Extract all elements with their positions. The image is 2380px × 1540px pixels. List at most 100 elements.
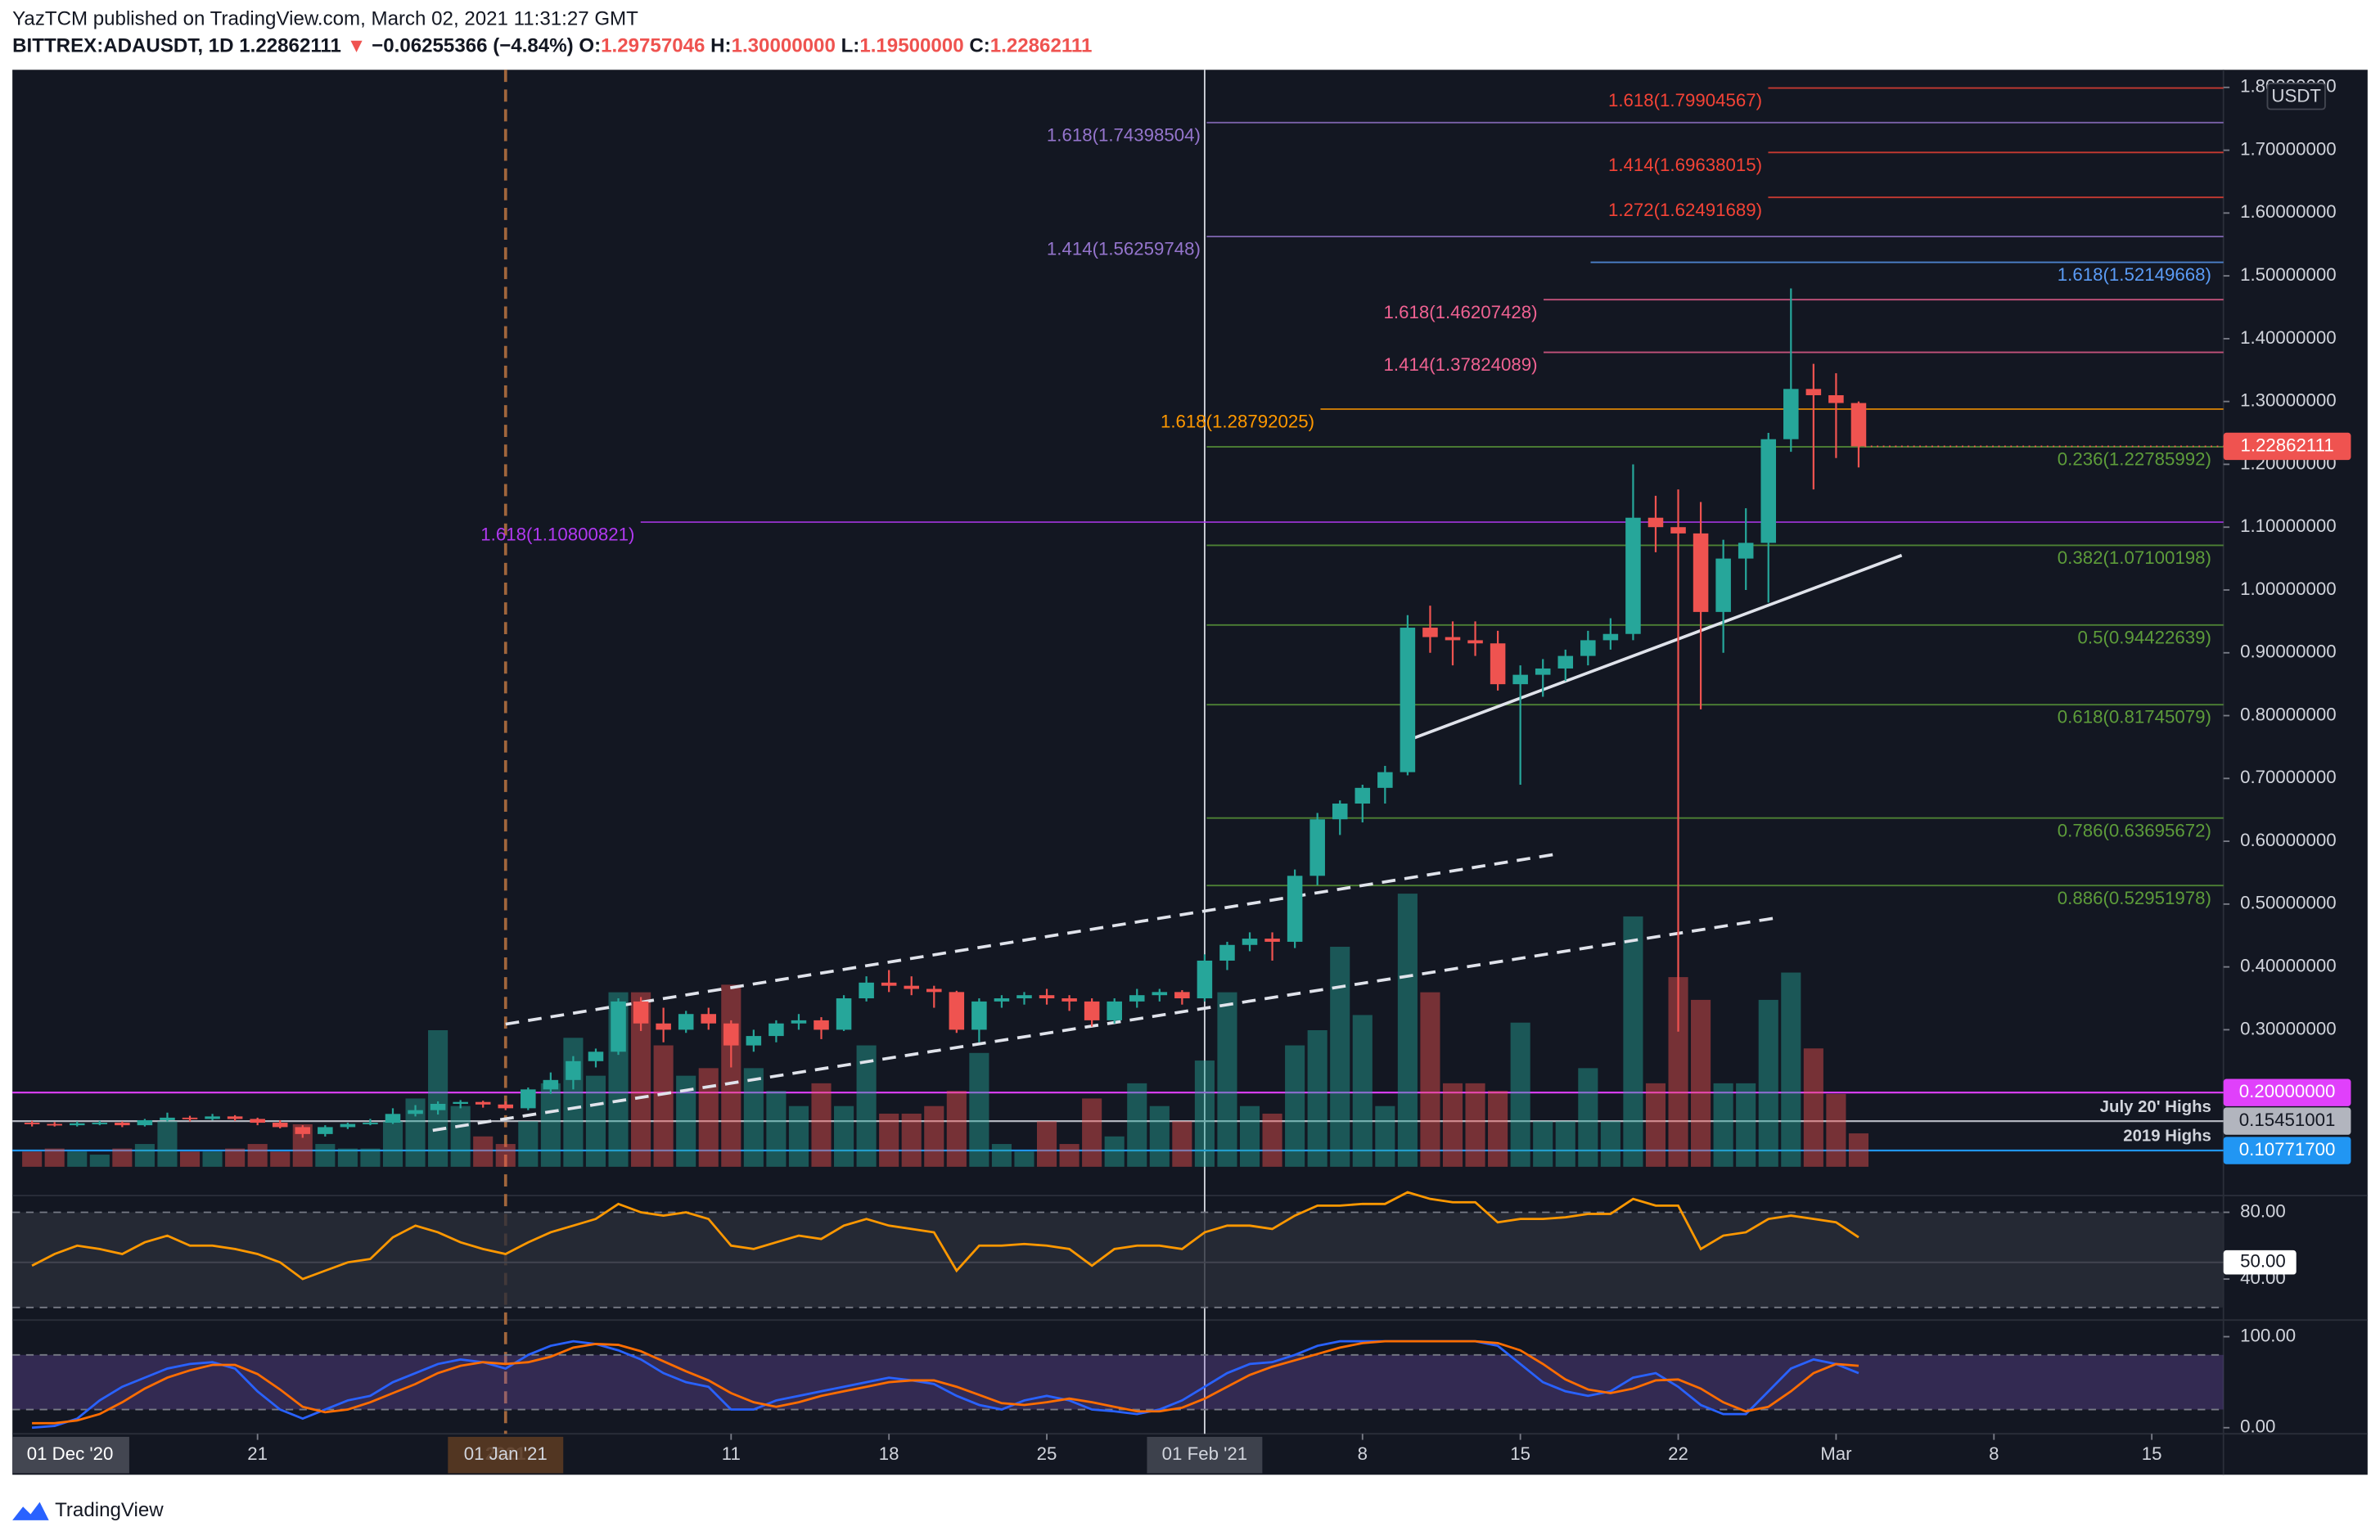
candle-body xyxy=(1738,543,1754,559)
x-tick-label: 25 xyxy=(1037,1443,1057,1464)
volume-bar xyxy=(382,1121,403,1167)
volume-bar xyxy=(1803,1048,1823,1167)
fib-label: 1.618(1.74398504) xyxy=(1047,124,1201,145)
candle-body xyxy=(182,1117,198,1119)
fib-label: 0.786(0.63695672) xyxy=(2058,820,2211,840)
volume-bar xyxy=(270,1151,291,1167)
volume-bar xyxy=(1488,1091,1508,1167)
rsi-highlight-box xyxy=(2223,1250,2297,1275)
candle-body xyxy=(385,1114,401,1123)
candle-body xyxy=(1084,1001,1100,1020)
fib-label: 0.886(0.52951978) xyxy=(2058,888,2211,908)
candle-body xyxy=(1783,389,1799,439)
volume-bar xyxy=(1758,999,1778,1167)
candle-body xyxy=(475,1101,491,1105)
volume-bar xyxy=(495,1144,516,1167)
trendline xyxy=(1411,553,1903,741)
y-tick-label: 1.50000000 xyxy=(2240,264,2337,285)
fib-label: 0.236(1.22785992) xyxy=(2058,449,2211,470)
logo-icon xyxy=(12,1502,49,1520)
volume-bar xyxy=(1600,1121,1620,1167)
h-value: 1.30000000 xyxy=(732,35,836,57)
y-tick-label: 1.70000000 xyxy=(2240,138,2337,159)
volume-bar xyxy=(698,1068,719,1167)
candle-body xyxy=(1535,668,1551,675)
volume-bar xyxy=(653,1045,674,1167)
candle-body xyxy=(1648,517,1664,528)
volume-bar xyxy=(473,1136,494,1167)
channel-line xyxy=(505,853,1557,1026)
y-tick-label: 0.90000000 xyxy=(2240,642,2337,662)
candle-body xyxy=(836,998,852,1030)
marker-box xyxy=(1147,1436,1263,1474)
volume-bar xyxy=(360,1148,381,1167)
y-tick-label: 1.40000000 xyxy=(2240,327,2337,348)
candle-body xyxy=(115,1123,130,1126)
volume-bar xyxy=(44,1148,65,1167)
price-box-label: 0.10771700 xyxy=(2239,1139,2336,1160)
candle-body xyxy=(1264,939,1280,942)
price-box-label: 0.15451001 xyxy=(2239,1110,2336,1130)
candle-body xyxy=(137,1119,153,1126)
volume-bar xyxy=(946,1091,967,1167)
change: −0.06255366 (−4.84%) xyxy=(372,35,574,57)
candle-body xyxy=(205,1116,220,1119)
published-line: YazTCM published on TradingView.com, Mar… xyxy=(12,7,638,29)
volume-bar xyxy=(1420,992,1440,1167)
price-caption: 2019 Highs xyxy=(2123,1128,2211,1146)
candle-body xyxy=(430,1104,446,1110)
y-tick-label: 1.30000000 xyxy=(2240,390,2337,411)
o-value: 1.29757046 xyxy=(601,35,705,57)
volume-bar xyxy=(518,1121,539,1167)
symbol: BITTREX:ADAUSDT, 1D xyxy=(12,35,233,57)
x-tick-label: 8 xyxy=(1358,1443,1368,1464)
candle-body xyxy=(1850,403,1867,447)
candle-body xyxy=(1805,389,1822,395)
brand: TradingView xyxy=(55,1499,164,1521)
stoch-tick-label: 0.00 xyxy=(2240,1416,2275,1437)
candle-body xyxy=(160,1117,175,1120)
volume-bar xyxy=(721,984,741,1167)
volume-bar xyxy=(743,1068,764,1167)
x-tick-label: 8 xyxy=(1989,1443,1999,1464)
volume-bar xyxy=(540,1083,561,1167)
volume-bar xyxy=(1149,1105,1170,1167)
volume-bar xyxy=(811,1083,832,1167)
candle-body xyxy=(633,1001,649,1024)
symbol-line: BITTREX:ADAUSDT, 1D 1.22862111 ▼ −0.0625… xyxy=(12,35,1092,57)
volume-bar xyxy=(337,1148,358,1167)
volume-bar xyxy=(1397,894,1418,1167)
volume-bar xyxy=(1217,992,1237,1167)
candle-body xyxy=(746,1036,762,1046)
volume-bar xyxy=(1127,1083,1147,1167)
candle-body xyxy=(1039,995,1055,999)
y-tick-label: 0.70000000 xyxy=(2240,767,2337,787)
volume-bar xyxy=(1330,947,1350,1167)
candle-body xyxy=(678,1014,694,1030)
fib-label: 1.414(1.37824089) xyxy=(1384,354,1538,375)
h-key: H: xyxy=(710,35,731,57)
tradingview-logo: TradingView xyxy=(12,1499,164,1521)
volume-bar xyxy=(1691,999,1711,1167)
candle-body xyxy=(340,1123,356,1128)
candle-body xyxy=(994,998,1010,1002)
candle-body xyxy=(1332,804,1348,820)
candle-body xyxy=(1828,394,1844,403)
price-box xyxy=(2223,1137,2351,1164)
volume-bar xyxy=(924,1105,944,1167)
candle-body xyxy=(1467,640,1483,644)
volume-bar xyxy=(1352,1015,1373,1167)
candle-body xyxy=(272,1123,288,1128)
volume-bar xyxy=(1082,1098,1102,1167)
volume-bar xyxy=(1442,1083,1463,1167)
candle-body xyxy=(859,982,874,999)
candle-body xyxy=(1557,655,1574,669)
candle-body xyxy=(543,1079,559,1090)
volume-bar xyxy=(1781,972,1801,1167)
volume-bar xyxy=(834,1105,854,1167)
rsi-line xyxy=(31,1191,1859,1281)
volume-bar xyxy=(225,1148,246,1167)
volume-bar xyxy=(1465,1083,1485,1167)
price-box xyxy=(2223,1107,2351,1135)
marker-box xyxy=(448,1436,564,1474)
